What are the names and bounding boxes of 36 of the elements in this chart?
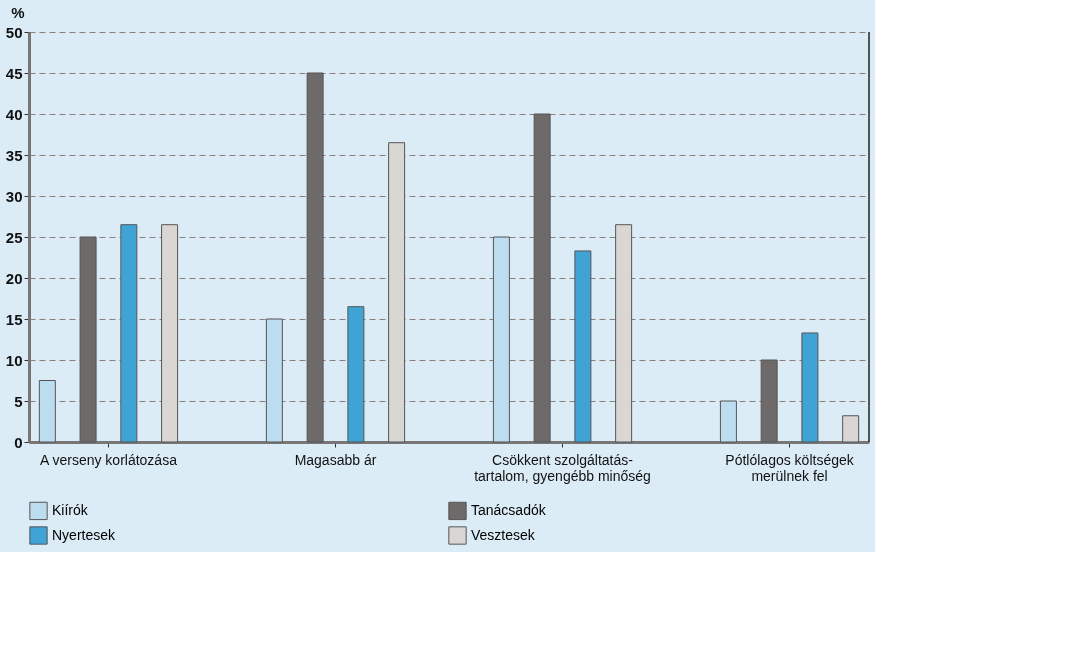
y-tick-label: 20	[5, 269, 23, 287]
y-tick-label: 25	[5, 228, 23, 246]
y-tick-label: 50	[5, 23, 23, 41]
x-tick-label: Pótlólagos költségek merülnek fel	[725, 451, 855, 484]
y-tick-label: 45	[5, 64, 23, 82]
bar	[38, 380, 56, 443]
bar	[533, 113, 551, 443]
x-tick-label: A verseny korlátozása	[39, 451, 178, 468]
bar	[492, 236, 510, 443]
y-tick-label: 15	[5, 310, 23, 328]
legend-label: Kiírók	[52, 501, 89, 518]
y-tick-label: 0	[14, 433, 23, 451]
y-tick-label: 30	[5, 187, 23, 205]
legend-label: Vesztesek	[471, 526, 536, 543]
bar	[801, 332, 819, 443]
bar	[842, 415, 860, 443]
bar	[120, 224, 138, 443]
legend-label: Tanácsadók	[471, 501, 547, 518]
bar	[574, 250, 592, 443]
x-tick-label: Magasabb ár	[294, 451, 377, 468]
x-tick-label: Csökkent szolgáltatás- tartalom, gyengébb minőség	[474, 451, 651, 484]
legend-label: Nyertesek	[52, 526, 117, 543]
bar	[79, 236, 97, 443]
bar	[161, 224, 179, 443]
y-tick-label: 35	[5, 146, 23, 164]
bar	[388, 142, 406, 443]
y-tick-label: 10	[5, 351, 23, 369]
bar	[719, 400, 737, 443]
y-tick-label: 5	[14, 392, 23, 410]
bar	[760, 359, 778, 443]
bar	[306, 72, 324, 443]
bar	[265, 318, 283, 443]
bar	[615, 224, 633, 443]
bar	[347, 306, 365, 443]
y-axis-title: %	[11, 3, 25, 21]
y-tick-label: 40	[5, 105, 23, 123]
